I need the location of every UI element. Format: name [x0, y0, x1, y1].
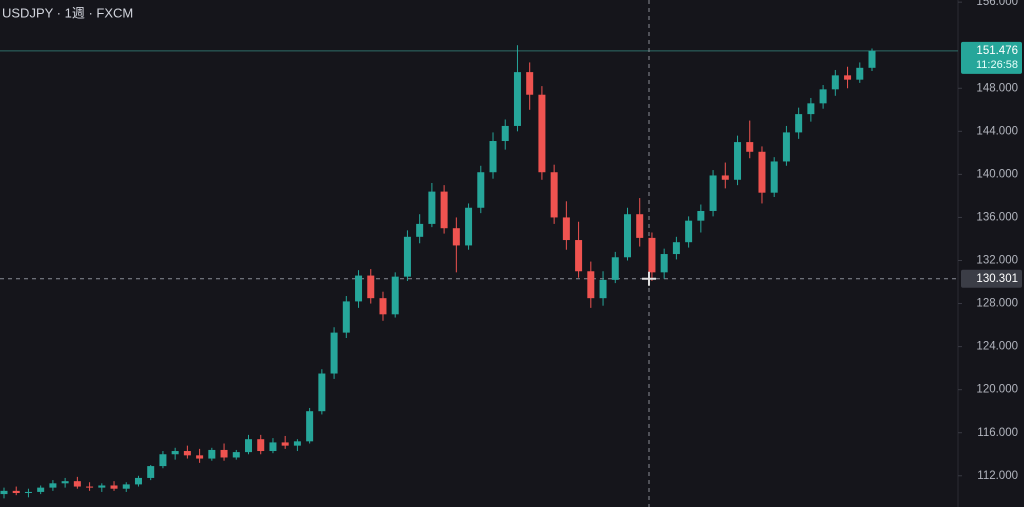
candle-body [147, 466, 155, 478]
candle-body [86, 486, 94, 488]
candle-body [73, 481, 81, 487]
candle-body [98, 485, 106, 488]
candle-body [489, 141, 497, 173]
candle-body [758, 151, 766, 193]
candle-body [672, 242, 680, 255]
y-tick-label: 132.000 [976, 255, 1018, 267]
candle-body [526, 72, 534, 95]
candle-body [575, 240, 583, 272]
candle-body [562, 217, 570, 241]
candle-body [330, 332, 338, 374]
candle-body [513, 72, 521, 126]
candle-body [660, 254, 668, 273]
candle-body [61, 481, 69, 484]
y-tick-label: 144.000 [976, 125, 1018, 137]
candle-body [257, 439, 265, 452]
candle-body [746, 142, 754, 152]
y-tick-label: 116.000 [977, 427, 1018, 439]
candle-body [844, 75, 852, 80]
y-tick-label: 120.000 [976, 384, 1018, 396]
candle-body [342, 301, 350, 333]
candle-body [587, 271, 595, 299]
candle-body [440, 191, 448, 229]
candle-body [183, 451, 191, 456]
candle-body [795, 114, 803, 133]
candle-body [623, 214, 631, 258]
candle-body [37, 487, 45, 492]
candle-body [12, 490, 20, 494]
candle-body [367, 275, 375, 299]
candle-body [782, 132, 790, 162]
last-price-label: 151.476 [976, 45, 1018, 57]
candle-body [599, 279, 607, 299]
candle-body [171, 451, 179, 455]
candle-body [134, 477, 142, 485]
y-tick-label: 136.000 [976, 211, 1018, 223]
candle-body [24, 491, 32, 494]
candle-body [220, 449, 228, 458]
candle-body [734, 142, 742, 180]
candle-body [685, 220, 693, 243]
candle-body [196, 455, 204, 459]
candle-body [159, 454, 167, 467]
candle-body [550, 172, 558, 218]
candle-body [391, 276, 399, 315]
candle-body [538, 94, 546, 173]
candle-body [452, 228, 460, 246]
candle-body [208, 449, 216, 459]
candle-body [819, 89, 827, 104]
candle-body [122, 484, 130, 489]
candle-body [477, 172, 485, 208]
candle-body [281, 442, 289, 446]
countdown-label: 11:26:58 [976, 59, 1018, 71]
chart-title: USDJPY · 1週 · FXCM [2, 5, 133, 20]
candle-body [232, 452, 240, 458]
candle-body [770, 161, 778, 193]
candle-body [379, 298, 387, 315]
y-tick-label: 112.000 [977, 470, 1018, 482]
candle-body [416, 223, 424, 237]
candle-body [110, 485, 118, 489]
candle-body [293, 441, 301, 446]
candle-body [831, 75, 839, 90]
candle-body [269, 442, 277, 452]
candle-body [697, 210, 705, 221]
candle-body [709, 175, 717, 211]
candle-body [648, 237, 656, 273]
y-tick-label: 124.000 [976, 341, 1018, 353]
candle-body [611, 257, 619, 280]
y-tick-label: 156.000 [976, 0, 1018, 8]
candle-body [636, 214, 644, 238]
y-tick-label: 140.000 [976, 168, 1018, 180]
crosshair-price-tag [961, 269, 1022, 288]
crosshair-price-label: 130.301 [976, 273, 1018, 285]
candle-body [306, 411, 314, 442]
candle-body [856, 67, 864, 80]
last-price-tag [961, 41, 1022, 74]
candle-body [49, 483, 57, 488]
candle-body [0, 490, 8, 495]
candle-body [807, 103, 815, 115]
candle-body [868, 50, 876, 68]
candle-body [245, 439, 253, 453]
crosshair-cursor [642, 271, 656, 286]
candle-body [403, 236, 411, 277]
candle-body [501, 125, 509, 142]
y-tick-label: 128.000 [976, 298, 1018, 310]
candle-body [465, 207, 473, 246]
candle-body [355, 275, 363, 302]
candle-body [428, 191, 436, 224]
candle-body [721, 175, 729, 180]
candle-body [318, 373, 326, 412]
y-tick-label: 148.000 [976, 82, 1018, 94]
